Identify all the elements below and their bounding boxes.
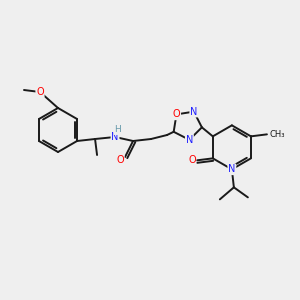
Text: CH₃: CH₃	[270, 130, 285, 139]
Text: O: O	[116, 155, 124, 165]
Text: N: N	[111, 132, 119, 142]
Text: N: N	[186, 135, 193, 145]
Text: O: O	[172, 110, 180, 119]
Text: O: O	[188, 155, 196, 165]
Text: H: H	[114, 125, 120, 134]
Text: N: N	[190, 106, 197, 117]
Text: O: O	[36, 87, 44, 97]
Text: N: N	[228, 164, 236, 174]
